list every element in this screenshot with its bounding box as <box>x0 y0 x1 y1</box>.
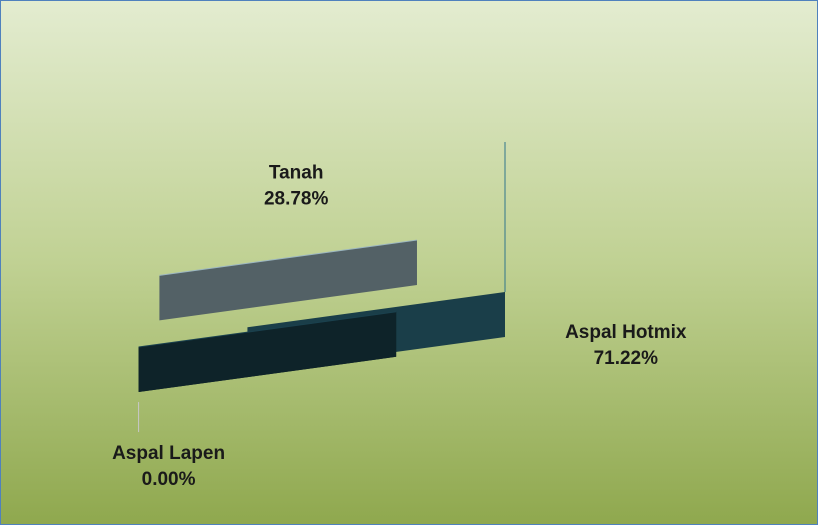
slice-wall <box>159 240 417 321</box>
pie: Aspal Hotmix 71.22% Aspal Lapen 0.00% Tanah 2… <box>112 142 771 490</box>
slice-wall <box>138 311 397 393</box>
data-label-value: 0.00% <box>142 469 196 490</box>
data-label-name: Aspal Hotmix <box>565 322 687 343</box>
data-label-value: 71.22% <box>594 348 659 369</box>
data-label-value: 28.78% <box>264 188 329 209</box>
data-label-name: Aspal Lapen <box>112 443 225 464</box>
data-label-name: Tanah <box>269 162 324 183</box>
